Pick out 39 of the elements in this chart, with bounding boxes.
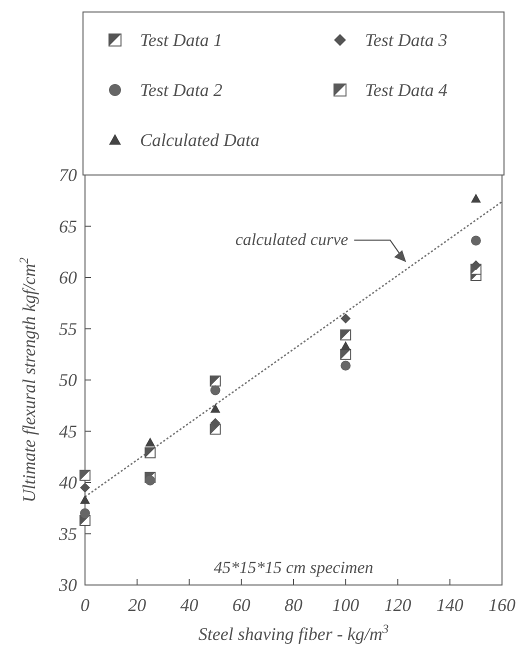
point (145, 438, 156, 447)
point (210, 385, 220, 396)
point (340, 314, 351, 324)
point (470, 236, 481, 246)
legend-label: Test Data 3 (365, 30, 448, 50)
y-tick-label: 35 (58, 524, 77, 544)
point (340, 341, 351, 350)
point (210, 404, 220, 413)
y-tick-label: 70 (59, 165, 77, 185)
point (340, 360, 351, 371)
y-tick-label: 30 (58, 575, 77, 595)
x-tick-label: 140 (436, 595, 464, 615)
x-axis-title: Steel shaving fiber - kg/m$^{3}$ (198, 622, 389, 644)
x-tick-label: 20 (128, 595, 146, 615)
x-tick-label: 60 (232, 595, 250, 615)
y-tick-label: 40 (59, 472, 77, 492)
legend-label: Test Data 1 (140, 30, 222, 50)
y-tick-label: 55 (59, 318, 77, 339)
x-tick-label: 40 (180, 595, 198, 615)
y-tick-label: 45 (59, 421, 77, 442)
x-tick-label: 100 (332, 595, 360, 615)
legend-label: Test Data 4 (365, 80, 448, 100)
y-tick-label: 65 (59, 216, 77, 236)
point (470, 260, 481, 270)
x-tick-label: 120 (384, 595, 412, 615)
x-tick-label: 0 (80, 595, 90, 615)
point (80, 494, 90, 504)
x-tick-label: 80 (284, 595, 302, 615)
annotation: 45*15*15 cm specimen (214, 558, 374, 577)
y-tick-label: 50 (59, 370, 77, 390)
point (470, 194, 481, 203)
annotation: calculated curve (235, 230, 349, 250)
point (80, 508, 90, 518)
legend-label: Test Data 2 (140, 80, 222, 100)
x-tick-label: 160 (488, 595, 516, 615)
point (145, 475, 156, 486)
point (80, 482, 90, 493)
legend-label: Calculated Data (140, 130, 260, 150)
y-tick-label: 60 (59, 268, 77, 288)
